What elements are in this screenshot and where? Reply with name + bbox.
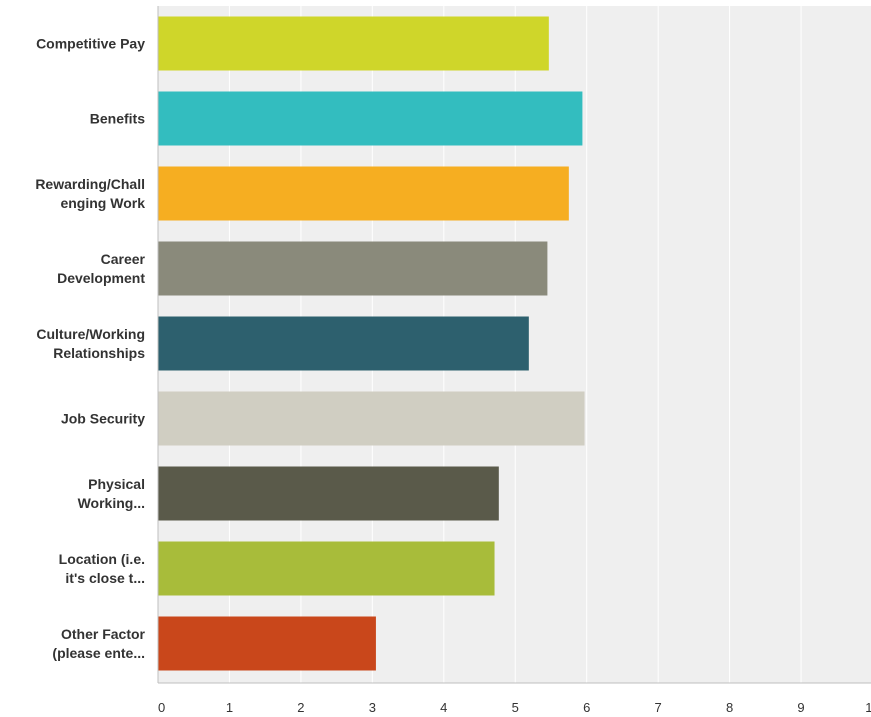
x-tick-label: 8 [726, 700, 733, 715]
category-label-line: Competitive Pay [36, 36, 145, 52]
x-tick-label: 6 [583, 700, 590, 715]
bar[interactable] [158, 466, 499, 521]
bar[interactable] [158, 616, 376, 671]
category-label: Benefits [90, 111, 145, 127]
bar[interactable] [158, 391, 585, 446]
x-tick-label: 7 [655, 700, 662, 715]
x-tick-label: 9 [797, 700, 804, 715]
category-label-line: Job Security [61, 411, 145, 427]
bar[interactable] [158, 91, 583, 146]
bars [158, 16, 585, 671]
category-label-line: Culture/Working [36, 326, 145, 342]
category-label-line: Other Factor [61, 626, 146, 642]
x-tick-label: 2 [297, 700, 304, 715]
x-tick-label: 0 [158, 700, 165, 715]
category-label-line: Location (i.e. [59, 551, 145, 567]
bar[interactable] [158, 241, 548, 296]
category-label: Other Factor (please ente... [52, 626, 145, 661]
x-tick-label: 5 [512, 700, 519, 715]
category-label: Career Development [57, 251, 145, 286]
bar[interactable] [158, 541, 495, 596]
category-labels: Competitive Pay Benefits Rewarding/Chall en… [35, 36, 145, 662]
category-label-line: Physical [88, 476, 145, 492]
x-tick-label: 1 [226, 700, 233, 715]
category-label: Culture/Working Relationships [36, 326, 145, 361]
category-label-line: Career [101, 251, 146, 267]
category-label-line: enging Work [60, 195, 145, 211]
category-label-line: Development [57, 270, 145, 286]
category-label: Physical Working... [78, 476, 145, 511]
category-label-line: Working... [78, 495, 145, 511]
category-label: Competitive Pay [36, 36, 145, 52]
category-label: Job Security [61, 411, 145, 427]
category-label: Rewarding/Chall enging Work [35, 176, 145, 211]
x-tick-label: 10 [865, 700, 871, 715]
x-tick-labels: 0 1 2 3 4 5 6 7 8 9 10 [158, 700, 871, 715]
category-label: Location (i.e. it's close t... [59, 551, 145, 586]
bar[interactable] [158, 16, 549, 71]
category-label-line: it's close t... [65, 570, 145, 586]
bar[interactable] [158, 316, 529, 371]
category-label-line: Relationships [53, 345, 145, 361]
category-label-line: Benefits [90, 111, 145, 127]
x-tick-label: 3 [369, 700, 376, 715]
category-label-line: (please ente... [52, 645, 145, 661]
category-label-line: Rewarding/Chall [35, 176, 145, 192]
bar[interactable] [158, 166, 569, 221]
x-tick-label: 4 [440, 700, 447, 715]
